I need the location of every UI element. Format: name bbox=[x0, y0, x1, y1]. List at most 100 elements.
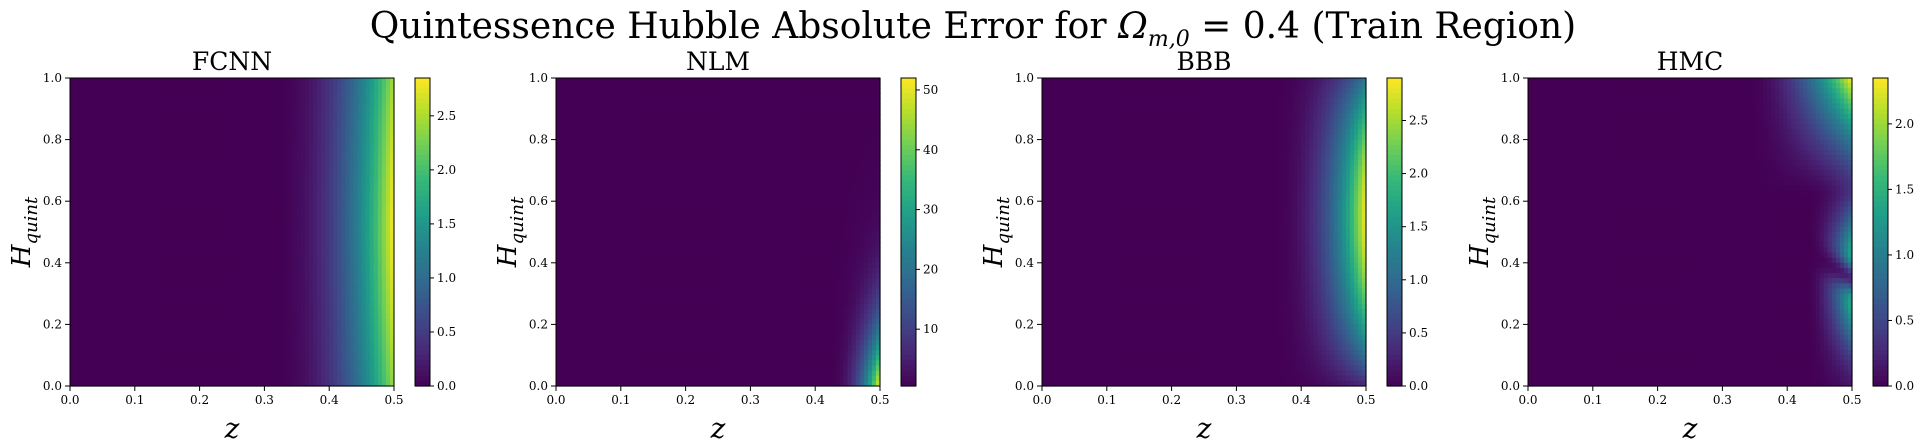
heatmap-cell bbox=[827, 78, 832, 84]
heatmap-cell bbox=[223, 350, 229, 356]
heatmap-cell bbox=[244, 149, 249, 156]
heatmap-cell bbox=[385, 344, 391, 351]
heatmap-cell bbox=[159, 201, 164, 207]
heatmap-cell bbox=[232, 375, 237, 382]
heatmap-cell bbox=[203, 221, 209, 228]
heatmap-cell bbox=[389, 242, 395, 248]
heatmap-cell bbox=[252, 196, 257, 202]
heatmap-cell bbox=[240, 375, 245, 382]
heatmap-cell bbox=[199, 196, 205, 202]
heatmap-cell bbox=[191, 242, 197, 248]
heatmap-cell bbox=[276, 329, 282, 336]
heatmap-cell bbox=[284, 113, 290, 120]
heatmap-cell bbox=[369, 88, 375, 94]
heatmap-cell bbox=[126, 288, 132, 295]
heatmap-cell bbox=[321, 298, 326, 305]
heatmap-cell bbox=[361, 252, 367, 259]
heatmap-cell bbox=[232, 83, 237, 89]
heatmap-cell bbox=[138, 149, 144, 156]
heatmap-cell bbox=[244, 196, 249, 202]
heatmap-cell bbox=[321, 83, 326, 89]
heatmap-cell bbox=[98, 262, 103, 269]
heatmap-cell bbox=[223, 129, 229, 136]
heatmap-cell bbox=[280, 267, 286, 274]
heatmap-cell bbox=[227, 180, 233, 187]
heatmap-cell bbox=[236, 149, 241, 156]
heatmap-cell bbox=[369, 155, 375, 161]
heatmap-cell bbox=[86, 350, 91, 356]
heatmap-cell bbox=[345, 242, 351, 248]
heatmap-cell bbox=[317, 155, 322, 161]
heatmap-cell bbox=[151, 293, 156, 300]
heatmap-cell bbox=[325, 267, 330, 274]
heatmap-cell bbox=[240, 93, 245, 100]
heatmap-cell bbox=[94, 134, 99, 141]
colorbar-segment bbox=[415, 108, 430, 115]
heatmap-cell bbox=[171, 375, 176, 382]
heatmap-cell bbox=[260, 324, 265, 331]
heatmap-cell bbox=[248, 170, 253, 177]
heatmap-cell bbox=[256, 129, 261, 136]
heatmap-cell bbox=[146, 201, 152, 207]
heatmap-cell bbox=[264, 360, 270, 367]
heatmap-cell bbox=[296, 355, 302, 361]
heatmap-cell bbox=[256, 93, 261, 100]
heatmap-cell bbox=[381, 98, 387, 105]
heatmap-cell bbox=[373, 237, 379, 243]
heatmap-cell bbox=[353, 93, 359, 100]
heatmap-cell bbox=[134, 170, 140, 177]
heatmap-cell bbox=[215, 329, 221, 336]
heatmap-cell bbox=[389, 221, 395, 228]
heatmap-cell bbox=[345, 293, 351, 300]
heatmap-cell bbox=[146, 190, 152, 197]
heatmap-cell bbox=[78, 334, 83, 341]
heatmap-cell bbox=[337, 288, 342, 295]
heatmap-cell bbox=[118, 129, 124, 136]
heatmap-cell bbox=[215, 324, 221, 331]
heatmap-cell bbox=[313, 175, 318, 182]
heatmap-cell bbox=[256, 288, 261, 295]
heatmap-cell bbox=[90, 149, 95, 156]
heatmap-cell bbox=[304, 344, 310, 351]
heatmap-cell bbox=[313, 216, 318, 223]
heatmap-cell bbox=[183, 278, 189, 284]
heatmap-cell bbox=[227, 288, 233, 295]
heatmap-cell bbox=[333, 344, 338, 351]
heatmap-cell bbox=[369, 257, 375, 264]
heatmap-cell bbox=[317, 190, 322, 197]
heatmap-cell bbox=[284, 108, 290, 115]
heatmap-cell bbox=[244, 355, 249, 361]
heatmap-cell bbox=[90, 344, 95, 351]
heatmap-cell bbox=[94, 155, 99, 161]
heatmap-cell bbox=[349, 288, 355, 295]
heatmap-cell bbox=[195, 360, 201, 367]
heatmap-cell bbox=[191, 334, 197, 341]
heatmap-cell bbox=[365, 267, 371, 274]
heatmap-cell bbox=[163, 129, 168, 136]
heatmap-cell bbox=[284, 119, 290, 125]
heatmap-cell bbox=[187, 375, 193, 382]
heatmap-cell bbox=[389, 78, 395, 84]
heatmap-cell bbox=[389, 375, 395, 382]
heatmap-cell bbox=[219, 267, 225, 274]
heatmap-cell bbox=[227, 211, 233, 218]
heatmap-cell bbox=[134, 267, 140, 274]
heatmap-cell bbox=[369, 226, 375, 233]
heatmap-cell bbox=[126, 334, 132, 341]
heatmap-cell bbox=[244, 190, 249, 197]
heatmap-cell bbox=[333, 329, 338, 336]
heatmap-cell bbox=[78, 319, 83, 325]
heatmap-cell bbox=[74, 119, 79, 125]
heatmap-cell bbox=[187, 329, 193, 336]
heatmap-cell bbox=[276, 139, 282, 146]
heatmap-cell bbox=[102, 221, 108, 228]
heatmap-cell bbox=[313, 206, 318, 213]
heatmap-cell bbox=[272, 324, 278, 331]
heatmap-cell bbox=[272, 288, 278, 295]
heatmap-cell bbox=[86, 175, 91, 182]
heatmap-cell bbox=[304, 288, 310, 295]
heatmap-cell bbox=[325, 170, 330, 177]
heatmap-cell bbox=[187, 226, 193, 233]
heatmap-cell bbox=[183, 98, 189, 105]
heatmap-cell bbox=[624, 78, 630, 84]
